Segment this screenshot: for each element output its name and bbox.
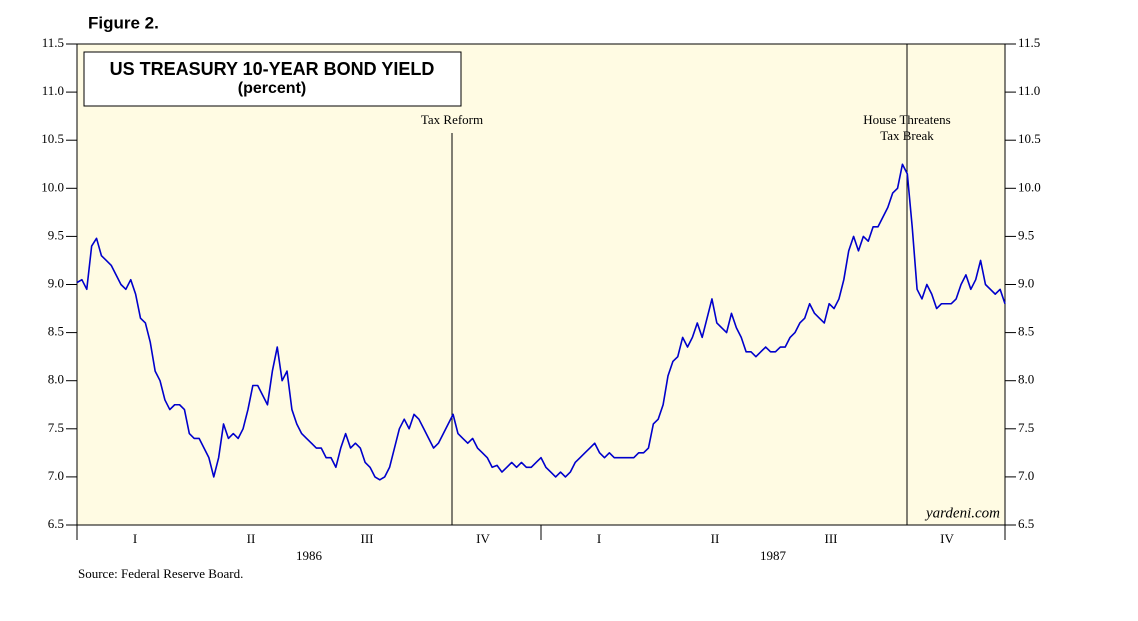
watermark: yardeni.com — [924, 505, 1000, 521]
y-tick-label: 8.0 — [48, 372, 64, 387]
y-tick-label: 10.0 — [41, 179, 64, 194]
data-line — [76, 163, 1006, 481]
plot-area — [76, 43, 1006, 526]
chart-title: US TREASURY 10-YEAR BOND YIELD — [110, 59, 435, 79]
y2-tick-label: 8.0 — [1018, 372, 1034, 387]
x-tick-label: IV — [940, 531, 954, 546]
x-tick-label: IV — [476, 531, 490, 546]
title-box — [83, 51, 462, 107]
y2-tick-label: 7.0 — [1018, 468, 1034, 483]
y-tick-label: 7.5 — [48, 420, 64, 435]
y2-tick-label: 7.5 — [1018, 420, 1034, 435]
x-tick-label: I — [133, 531, 137, 546]
annotation: Tax Reform — [421, 112, 483, 127]
figure-label: Figure 2. — [88, 13, 159, 32]
y-tick-label: 11.5 — [42, 35, 64, 50]
y-tick-label: 8.5 — [48, 324, 64, 339]
y-tick-label: 9.0 — [48, 275, 64, 290]
year-label: 1987 — [760, 548, 787, 563]
source: Source: Federal Reserve Board. — [78, 566, 243, 581]
x-tick-label: II — [247, 531, 256, 546]
y2-tick-label: 10.0 — [1018, 179, 1041, 194]
y2-tick-label: 9.0 — [1018, 275, 1034, 290]
y-tick-label: 10.5 — [41, 131, 64, 146]
y2-tick-label: 11.5 — [1018, 35, 1040, 50]
annotation: House Threatens Tax Break — [863, 112, 950, 143]
x-tick-label: I — [597, 531, 601, 546]
chart-subtitle: (percent) — [238, 80, 306, 97]
x-tick-label: III — [825, 531, 838, 546]
year-label: 1986 — [296, 548, 323, 563]
y-tick-label: 11.0 — [42, 83, 64, 98]
y2-tick-label: 11.0 — [1018, 83, 1040, 98]
y-tick-label: 9.5 — [48, 227, 64, 242]
y2-tick-label: 9.5 — [1018, 227, 1034, 242]
x-tick-label: II — [711, 531, 720, 546]
y2-tick-label: 8.5 — [1018, 324, 1034, 339]
x-tick-label: III — [361, 531, 374, 546]
y-tick-label: 7.0 — [48, 468, 64, 483]
y2-tick-label: 10.5 — [1018, 131, 1041, 146]
y-tick-label: 6.5 — [48, 516, 64, 531]
y2-tick-label: 6.5 — [1018, 516, 1034, 531]
